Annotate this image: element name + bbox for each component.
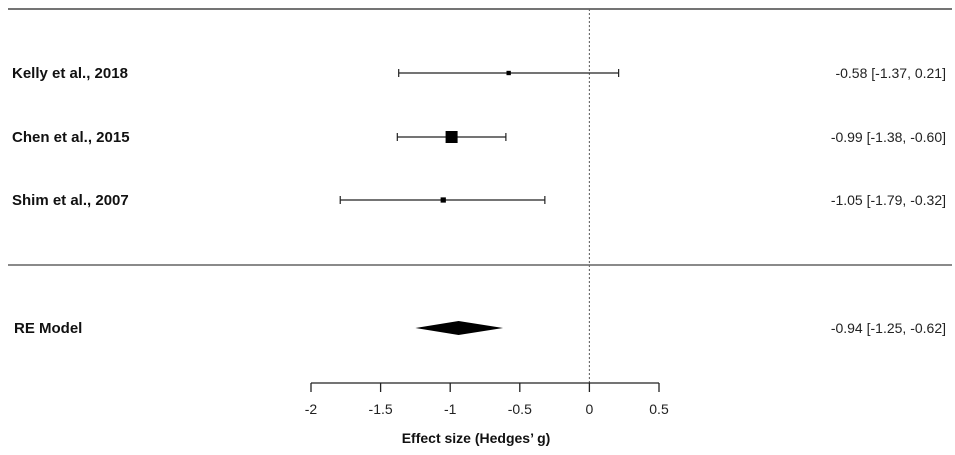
- point-estimate: [506, 70, 511, 76]
- study-row: Shim et al., 2007 -1.05 [-1.79, -0.32]: [12, 192, 946, 209]
- point-estimate: [440, 197, 446, 203]
- summary-diamond: [415, 321, 504, 335]
- x-tick-label: 0: [586, 401, 594, 417]
- x-tick-label: 0.5: [649, 401, 669, 417]
- x-tick-label: -1: [444, 401, 457, 417]
- study-estimate-text: -1.05 [-1.79, -0.32]: [831, 192, 946, 208]
- study-label: Chen et al., 2015: [12, 129, 130, 146]
- study-label: Shim et al., 2007: [12, 192, 129, 209]
- x-tick-label: -0.5: [508, 401, 532, 417]
- x-tick-label: -1.5: [369, 401, 393, 417]
- study-row: Chen et al., 2015 -0.99 [-1.38, -0.60]: [12, 129, 946, 146]
- point-estimate: [445, 131, 458, 143]
- summary-estimate-text: -0.94 [-1.25, -0.62]: [831, 320, 946, 336]
- summary-row: RE Model -0.94 [-1.25, -0.62]: [14, 320, 946, 337]
- summary-label: RE Model: [14, 320, 82, 337]
- x-tick-label: -2: [305, 401, 318, 417]
- x-axis-label: Effect size (Hedges’ g): [402, 430, 551, 446]
- study-estimate-text: -0.99 [-1.38, -0.60]: [831, 129, 946, 145]
- study-row: Kelly et al., 2018 -0.58 [-1.37, 0.21]: [12, 65, 946, 82]
- study-label: Kelly et al., 2018: [12, 65, 128, 82]
- study-estimate-text: -0.58 [-1.37, 0.21]: [835, 65, 946, 81]
